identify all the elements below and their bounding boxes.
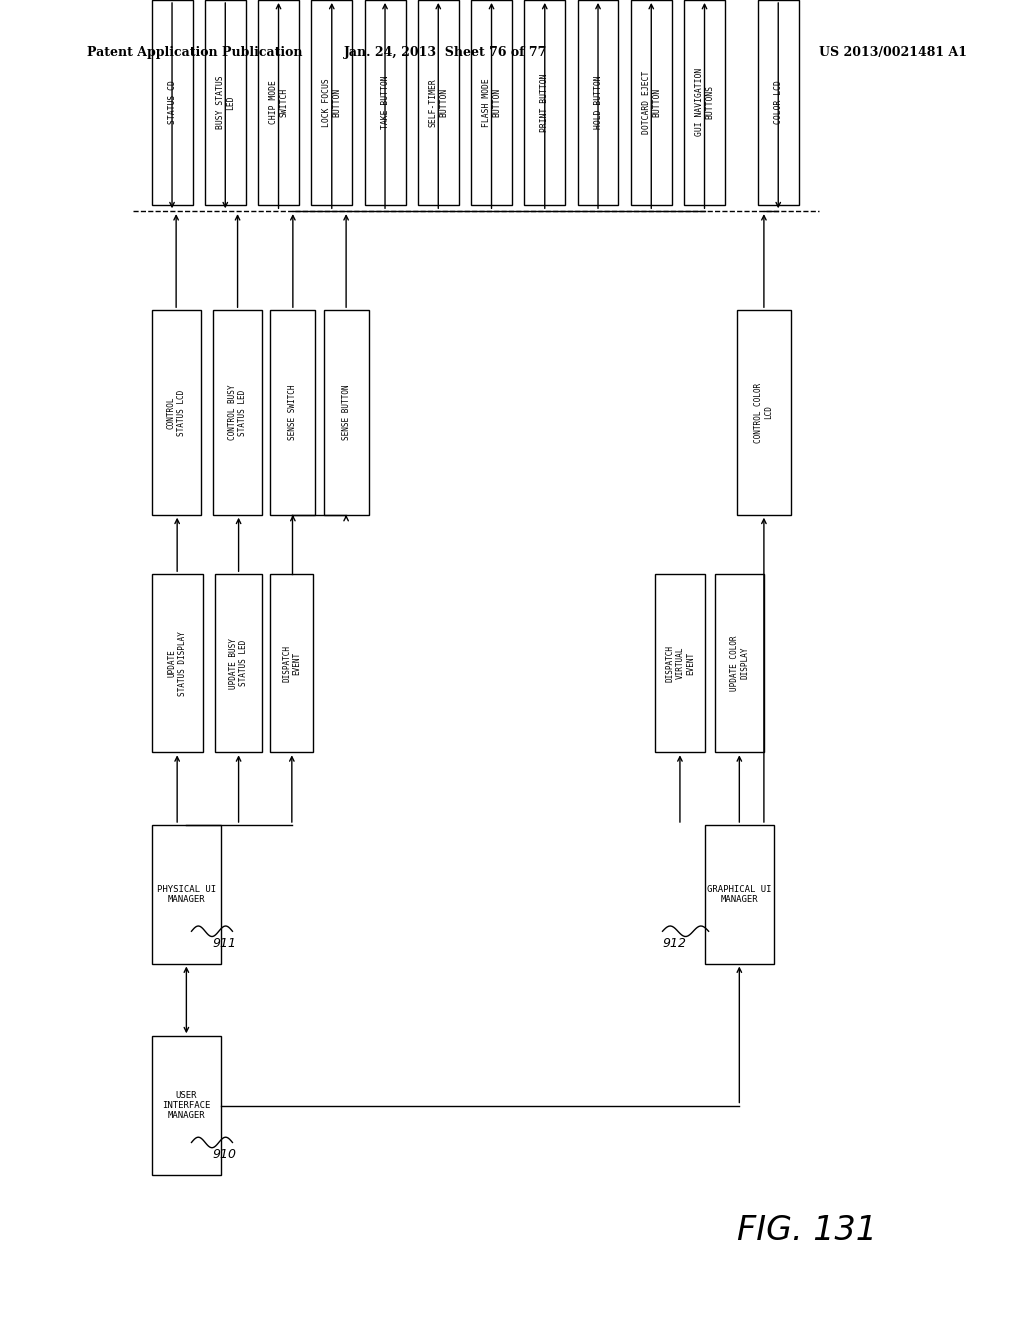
Text: CONTROL COLOR
LCD: CONTROL COLOR LCD (755, 383, 773, 442)
Bar (705, 825, 774, 964)
Bar (152, 0, 193, 205)
Bar (258, 0, 299, 205)
Bar (215, 574, 262, 752)
Text: DISPATCH
VIRTUAL
EVENT: DISPATCH VIRTUAL EVENT (665, 644, 695, 682)
Bar (715, 574, 764, 752)
Text: SENSE SWITCH: SENSE SWITCH (289, 384, 297, 441)
Text: UPDATE
STATUS DISPLAY: UPDATE STATUS DISPLAY (168, 631, 186, 696)
Text: SENSE BUTTON: SENSE BUTTON (342, 384, 350, 441)
Text: FIG. 131: FIG. 131 (737, 1214, 878, 1247)
Text: CHIP MODE
SWITCH: CHIP MODE SWITCH (269, 81, 288, 124)
Bar (578, 0, 618, 205)
Bar (152, 574, 203, 752)
Text: PRINT BUTTON: PRINT BUTTON (541, 73, 549, 132)
Text: DISPATCH
EVENT: DISPATCH EVENT (283, 644, 301, 682)
Text: US 2013/0021481 A1: US 2013/0021481 A1 (819, 46, 968, 59)
Text: CONTROL
STATUS LCD: CONTROL STATUS LCD (167, 389, 185, 436)
Bar (205, 0, 246, 205)
Bar (631, 0, 672, 205)
Text: PHYSICAL UI
MANAGER: PHYSICAL UI MANAGER (157, 884, 216, 904)
Text: 911: 911 (212, 937, 236, 950)
Text: HOLD BUTTON: HOLD BUTTON (594, 75, 602, 129)
Text: SELF-TIMER
BUTTON: SELF-TIMER BUTTON (429, 78, 447, 127)
Text: COLOR LCD: COLOR LCD (774, 81, 782, 124)
Bar (758, 0, 799, 205)
Bar (655, 574, 705, 752)
Text: LOCK FOCUS
BUTTON: LOCK FOCUS BUTTON (323, 78, 341, 127)
Text: DOTCARD EJECT
BUTTON: DOTCARD EJECT BUTTON (642, 70, 660, 135)
Text: 912: 912 (663, 937, 686, 950)
Bar (213, 310, 262, 515)
Text: TAKE BUTTON: TAKE BUTTON (381, 75, 389, 129)
Text: BUSY STATUS
LED: BUSY STATUS LED (216, 75, 234, 129)
Bar (365, 0, 406, 205)
Bar (737, 310, 791, 515)
Bar (270, 574, 313, 752)
Bar (471, 0, 512, 205)
Bar (684, 0, 725, 205)
Bar (324, 310, 369, 515)
Text: FLASH MODE
BUTTON: FLASH MODE BUTTON (482, 78, 501, 127)
Text: GUI NAVIGATION
BUTTONS: GUI NAVIGATION BUTTONS (695, 69, 714, 136)
Text: Patent Application Publication: Patent Application Publication (87, 46, 302, 59)
Bar (152, 310, 201, 515)
Text: UPDATE BUSY
STATUS LED: UPDATE BUSY STATUS LED (229, 638, 248, 689)
Text: 910: 910 (212, 1148, 236, 1162)
Bar (152, 825, 221, 964)
Bar (524, 0, 565, 205)
Bar (152, 1036, 221, 1175)
Bar (311, 0, 352, 205)
Bar (270, 310, 315, 515)
Text: CONTROL BUSY
STATUS LED: CONTROL BUSY STATUS LED (228, 384, 247, 441)
Text: STATUS CD: STATUS CD (168, 81, 176, 124)
Text: Jan. 24, 2013  Sheet 76 of 77: Jan. 24, 2013 Sheet 76 of 77 (344, 46, 547, 59)
Bar (418, 0, 459, 205)
Text: USER
INTERFACE
MANAGER: USER INTERFACE MANAGER (162, 1090, 211, 1121)
Text: GRAPHICAL UI
MANAGER: GRAPHICAL UI MANAGER (708, 884, 771, 904)
Text: UPDATE COLOR
DISPLAY: UPDATE COLOR DISPLAY (730, 635, 749, 692)
